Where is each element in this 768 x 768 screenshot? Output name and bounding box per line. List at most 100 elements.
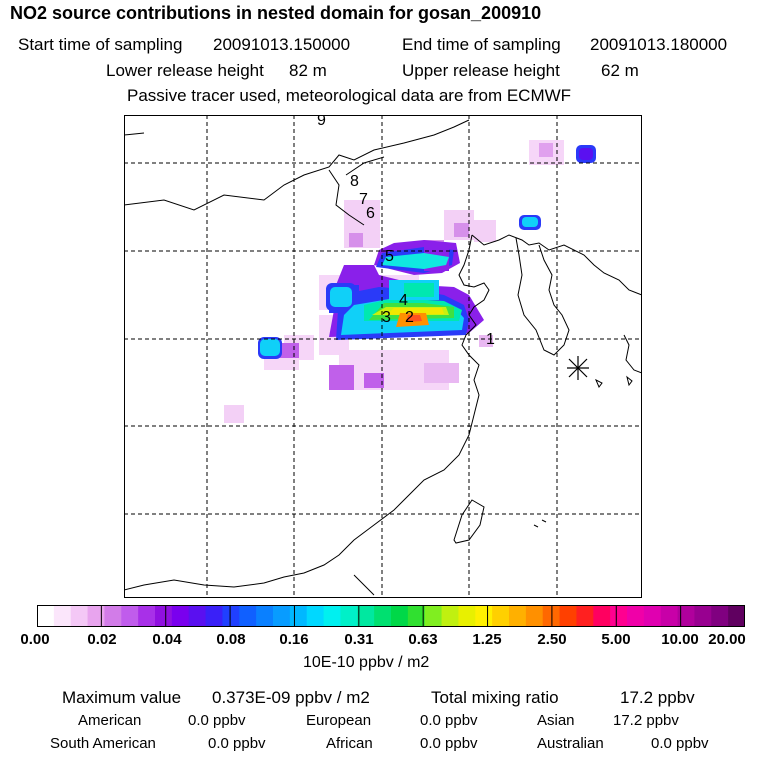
trajectory-label: 8 xyxy=(350,173,359,190)
colorbar-cell xyxy=(171,605,190,627)
colorbar-tick-label: 0.02 xyxy=(87,631,117,648)
region-value-european: 0.0 ppbv xyxy=(420,712,478,729)
colorbar-tick-label: 0.31 xyxy=(344,631,374,648)
colorbar-cell xyxy=(340,605,358,627)
region-value-south-american: 0.0 ppbv xyxy=(208,735,266,752)
max-value-label: Maximum value xyxy=(62,688,182,707)
trajectory-label: 7 xyxy=(359,191,368,208)
colorbar-cell xyxy=(475,605,493,627)
start-time-value: 20091013.150000 xyxy=(213,35,351,54)
colorbar-cell xyxy=(593,605,611,627)
colorbar-cell xyxy=(205,605,224,627)
colorbar-cell xyxy=(138,605,156,627)
colorbar-cell xyxy=(53,605,72,627)
colorbar-cell xyxy=(711,605,729,627)
colorbar xyxy=(37,605,745,627)
colorbar-frame xyxy=(37,605,745,627)
region-name-australian: Australian xyxy=(537,735,604,752)
coastlines xyxy=(124,119,642,596)
colorbar-tick-label: 5.00 xyxy=(601,631,631,648)
end-time-label: End time of sampling xyxy=(402,35,561,54)
colorbar-units: 10E-10 ppbv / m2 xyxy=(303,654,430,671)
colorbar-tick-label: 10.00 xyxy=(661,631,699,648)
start-time-label: Start time of sampling xyxy=(18,35,183,54)
colorbar-cell xyxy=(104,605,122,627)
total-mixing-value: 17.2 ppbv xyxy=(620,688,695,707)
colorbar-cell xyxy=(559,605,578,627)
trajectory-labels: 1 2 3 4 5 6 7 8 9 xyxy=(317,115,495,348)
max-value: 0.373E-09 ppbv / m2 xyxy=(212,688,370,707)
region-value-asian: 17.2 ppbv xyxy=(613,712,679,729)
region-name-european: European xyxy=(306,712,372,729)
trajectory-label: 4 xyxy=(399,292,408,309)
plot-title: NO2 source contributions in nested domai… xyxy=(10,3,542,23)
colorbar-cell xyxy=(239,605,257,627)
colorbar-tick-label: 1.25 xyxy=(472,631,502,648)
colorbar-tick-label: 0.08 xyxy=(216,631,246,648)
trajectory-label: 3 xyxy=(382,309,391,326)
colorbar-cell xyxy=(728,605,745,627)
map-frame xyxy=(124,115,642,598)
colorbar-cell xyxy=(87,605,106,627)
trajectory-label: 9 xyxy=(317,115,326,129)
colorbar-tick-label: 0.00 xyxy=(20,631,50,648)
lower-height-label: Lower release height xyxy=(106,61,264,80)
region-name-american: American xyxy=(78,712,142,729)
upper-height-label: Upper release height xyxy=(402,61,560,80)
colorbar-cell xyxy=(306,605,325,627)
colorbar-cell xyxy=(677,605,696,627)
colorbar-cell xyxy=(37,605,55,627)
colorbar-cell xyxy=(694,605,712,627)
colorbar-cell xyxy=(273,605,291,627)
colorbar-cell xyxy=(660,605,679,627)
region-name-african: African xyxy=(326,735,373,752)
lat-lon-grid xyxy=(124,115,642,598)
colorbar-cell xyxy=(222,605,240,627)
colorbar-cell xyxy=(441,605,460,627)
colorbar-cell xyxy=(256,605,274,627)
tracer-plume-core xyxy=(260,148,593,356)
colorbar-cells xyxy=(37,605,745,627)
colorbar-cell xyxy=(458,605,476,627)
upper-height-value: 62 m xyxy=(601,61,639,80)
colorbar-cell xyxy=(357,605,375,627)
contribution-map: 1 2 3 4 5 6 7 8 9 xyxy=(124,115,642,598)
colorbar-cell xyxy=(643,605,662,627)
colorbar-cell xyxy=(188,605,207,627)
colorbar-cell xyxy=(391,605,409,627)
colorbar-cell xyxy=(374,605,392,627)
colorbar-tick-label: 20.00 xyxy=(708,631,746,648)
colorbar-cell xyxy=(289,605,308,627)
colorbar-cell xyxy=(323,605,342,627)
region-name-south-american: South American xyxy=(50,735,156,752)
tracer-note: Passive tracer used, meteorological data… xyxy=(127,86,572,105)
region-value-african: 0.0 ppbv xyxy=(420,735,478,752)
colorbar-dividers xyxy=(100,605,682,627)
colorbar-cell xyxy=(155,605,173,627)
colorbar-cell xyxy=(492,605,510,627)
colorbar-cell xyxy=(407,605,426,627)
colorbar-cell xyxy=(576,605,594,627)
colorbar-tick-label: 2.50 xyxy=(537,631,567,648)
colorbar-cell xyxy=(509,605,527,627)
colorbar-cell xyxy=(627,605,645,627)
trajectory-label: 2 xyxy=(405,309,414,326)
lower-height-value: 82 m xyxy=(289,61,327,80)
colorbar-cell xyxy=(525,605,544,627)
colorbar-tick-label: 0.63 xyxy=(408,631,438,648)
region-value-american: 0.0 ppbv xyxy=(188,712,246,729)
total-mixing-label: Total mixing ratio xyxy=(431,688,559,707)
trajectory-label: 1 xyxy=(486,331,495,348)
end-time-value: 20091013.180000 xyxy=(590,35,728,54)
receptor-asterisk-marker xyxy=(567,356,589,380)
colorbar-tick-label: 0.16 xyxy=(279,631,309,648)
colorbar-cell xyxy=(70,605,89,627)
colorbar-cell xyxy=(121,605,139,627)
region-value-australian: 0.0 ppbv xyxy=(651,735,709,752)
trajectory-label: 5 xyxy=(385,248,394,265)
colorbar-tick-label: 0.04 xyxy=(152,631,182,648)
colorbar-cell xyxy=(424,605,443,627)
colorbar-cell xyxy=(610,605,628,627)
region-name-asian: Asian xyxy=(537,712,575,729)
